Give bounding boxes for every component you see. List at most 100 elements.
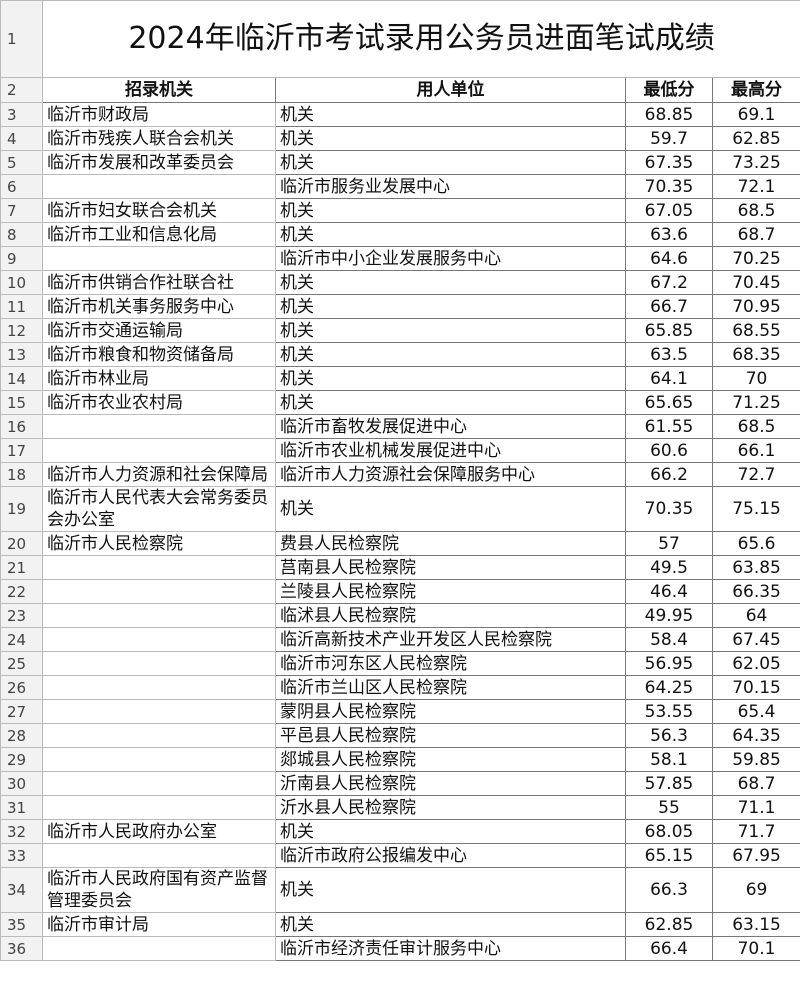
data-row: 29 郯城县人民检察院 58.1 59.85 — [0, 747, 800, 772]
min-score: 57.85 — [625, 771, 713, 796]
row-number: 15 — [0, 390, 43, 415]
recruiting-org: 临沂市人民检察院 — [42, 531, 276, 556]
min-score: 58.1 — [625, 747, 713, 772]
recruiting-org — [42, 246, 276, 271]
recruiting-org: 临沂市林业局 — [42, 366, 276, 391]
data-row: 21 莒南县人民检察院 49.5 63.85 — [0, 555, 800, 580]
title-row: 1 2024年临沂市考试录用公务员进面笔试成绩 — [0, 0, 800, 78]
recruiting-org: 临沂市人民代表大会常务委员会办公室 — [42, 486, 276, 532]
employing-unit: 费县人民检察院 — [275, 531, 626, 556]
employing-unit: 机关 — [275, 126, 626, 151]
min-score: 56.95 — [625, 651, 713, 676]
data-row: 31 沂水县人民检察院 55 71.1 — [0, 795, 800, 820]
employing-unit: 机关 — [275, 270, 626, 295]
recruiting-org: 临沂市残疾人联合会机关 — [42, 126, 276, 151]
column-header: 用人单位 — [275, 77, 626, 103]
max-score: 68.7 — [711, 222, 800, 247]
row-number: 8 — [0, 222, 43, 247]
recruiting-org: 临沂市人民政府国有资产监督管理委员会 — [42, 867, 276, 913]
max-score: 70 — [711, 366, 800, 391]
max-score: 71.25 — [711, 390, 800, 415]
employing-unit: 机关 — [275, 342, 626, 367]
employing-unit: 机关 — [275, 390, 626, 415]
data-row: 36 临沂市经济责任审计服务中心 66.4 70.1 — [0, 936, 800, 961]
max-score: 66.35 — [711, 579, 800, 604]
row-number: 27 — [0, 699, 43, 724]
max-score: 62.05 — [711, 651, 800, 676]
min-score: 49.5 — [625, 555, 713, 580]
recruiting-org — [42, 579, 276, 604]
row-number: 1 — [0, 0, 43, 78]
row-number: 28 — [0, 723, 43, 748]
employing-unit: 临沂市农业机械发展促进中心 — [275, 438, 626, 463]
data-row: 33 临沂市政府公报编发中心 65.15 67.95 — [0, 843, 800, 868]
employing-unit: 兰陵县人民检察院 — [275, 579, 626, 604]
employing-unit: 临沂市经济责任审计服务中心 — [275, 936, 626, 961]
employing-unit: 临沂市人力资源社会保障服务中心 — [275, 462, 626, 487]
recruiting-org: 临沂市粮食和物资储备局 — [42, 342, 276, 367]
data-row: 6 临沂市服务业发展中心 70.35 72.1 — [0, 174, 800, 199]
recruiting-org — [42, 555, 276, 580]
data-row: 3 临沂市财政局 机关 68.85 69.1 — [0, 102, 800, 127]
recruiting-org — [42, 843, 276, 868]
row-number: 7 — [0, 198, 43, 223]
max-score: 62.85 — [711, 126, 800, 151]
max-score: 64.35 — [711, 723, 800, 748]
min-score: 67.05 — [625, 198, 713, 223]
employing-unit: 机关 — [275, 102, 626, 127]
row-number: 19 — [0, 486, 43, 532]
max-score: 70.15 — [711, 675, 800, 700]
min-score: 64.1 — [625, 366, 713, 391]
max-score: 68.7 — [711, 771, 800, 796]
row-number: 9 — [0, 246, 43, 271]
row-number: 11 — [0, 294, 43, 319]
min-score: 60.6 — [625, 438, 713, 463]
employing-unit: 郯城县人民检察院 — [275, 747, 626, 772]
max-score: 71.7 — [711, 819, 800, 844]
min-score: 65.15 — [625, 843, 713, 868]
min-score: 68.05 — [625, 819, 713, 844]
max-score: 65.6 — [711, 531, 800, 556]
data-row: 27 蒙阴县人民检察院 53.55 65.4 — [0, 699, 800, 724]
employing-unit: 临沂市服务业发展中心 — [275, 174, 626, 199]
row-number: 22 — [0, 579, 43, 604]
row-number: 3 — [0, 102, 43, 127]
data-row: 17 临沂市农业机械发展促进中心 60.6 66.1 — [0, 438, 800, 463]
min-score: 64.25 — [625, 675, 713, 700]
min-score: 63.5 — [625, 342, 713, 367]
min-score: 61.55 — [625, 414, 713, 439]
recruiting-org: 临沂市审计局 — [42, 912, 276, 937]
recruiting-org — [42, 747, 276, 772]
row-number: 14 — [0, 366, 43, 391]
min-score: 66.2 — [625, 462, 713, 487]
employing-unit: 机关 — [275, 222, 626, 247]
data-row: 10 临沂市供销合作社联合社 机关 67.2 70.45 — [0, 270, 800, 295]
min-score: 68.85 — [625, 102, 713, 127]
recruiting-org — [42, 723, 276, 748]
min-score: 70.35 — [625, 486, 713, 532]
min-score: 65.65 — [625, 390, 713, 415]
employing-unit: 临沂高新技术产业开发区人民检察院 — [275, 627, 626, 652]
max-score: 70.1 — [711, 936, 800, 961]
min-score: 62.85 — [625, 912, 713, 937]
max-score: 71.1 — [711, 795, 800, 820]
employing-unit: 机关 — [275, 198, 626, 223]
recruiting-org: 临沂市人力资源和社会保障局 — [42, 462, 276, 487]
min-score: 59.7 — [625, 126, 713, 151]
recruiting-org: 临沂市财政局 — [42, 102, 276, 127]
min-score: 56.3 — [625, 723, 713, 748]
data-row: 12 临沂市交通运输局 机关 65.85 68.55 — [0, 318, 800, 343]
employing-unit: 机关 — [275, 150, 626, 175]
row-number: 17 — [0, 438, 43, 463]
max-score: 72.1 — [711, 174, 800, 199]
max-score: 73.25 — [711, 150, 800, 175]
recruiting-org: 临沂市妇女联合会机关 — [42, 198, 276, 223]
max-score: 64 — [711, 603, 800, 628]
employing-unit: 临沂市中小企业发展服务中心 — [275, 246, 626, 271]
row-number: 26 — [0, 675, 43, 700]
data-row: 23 临沭县人民检察院 49.95 64 — [0, 603, 800, 628]
data-row: 24 临沂高新技术产业开发区人民检察院 58.4 67.45 — [0, 627, 800, 652]
recruiting-org: 临沂市发展和改革委员会 — [42, 150, 276, 175]
employing-unit: 机关 — [275, 318, 626, 343]
